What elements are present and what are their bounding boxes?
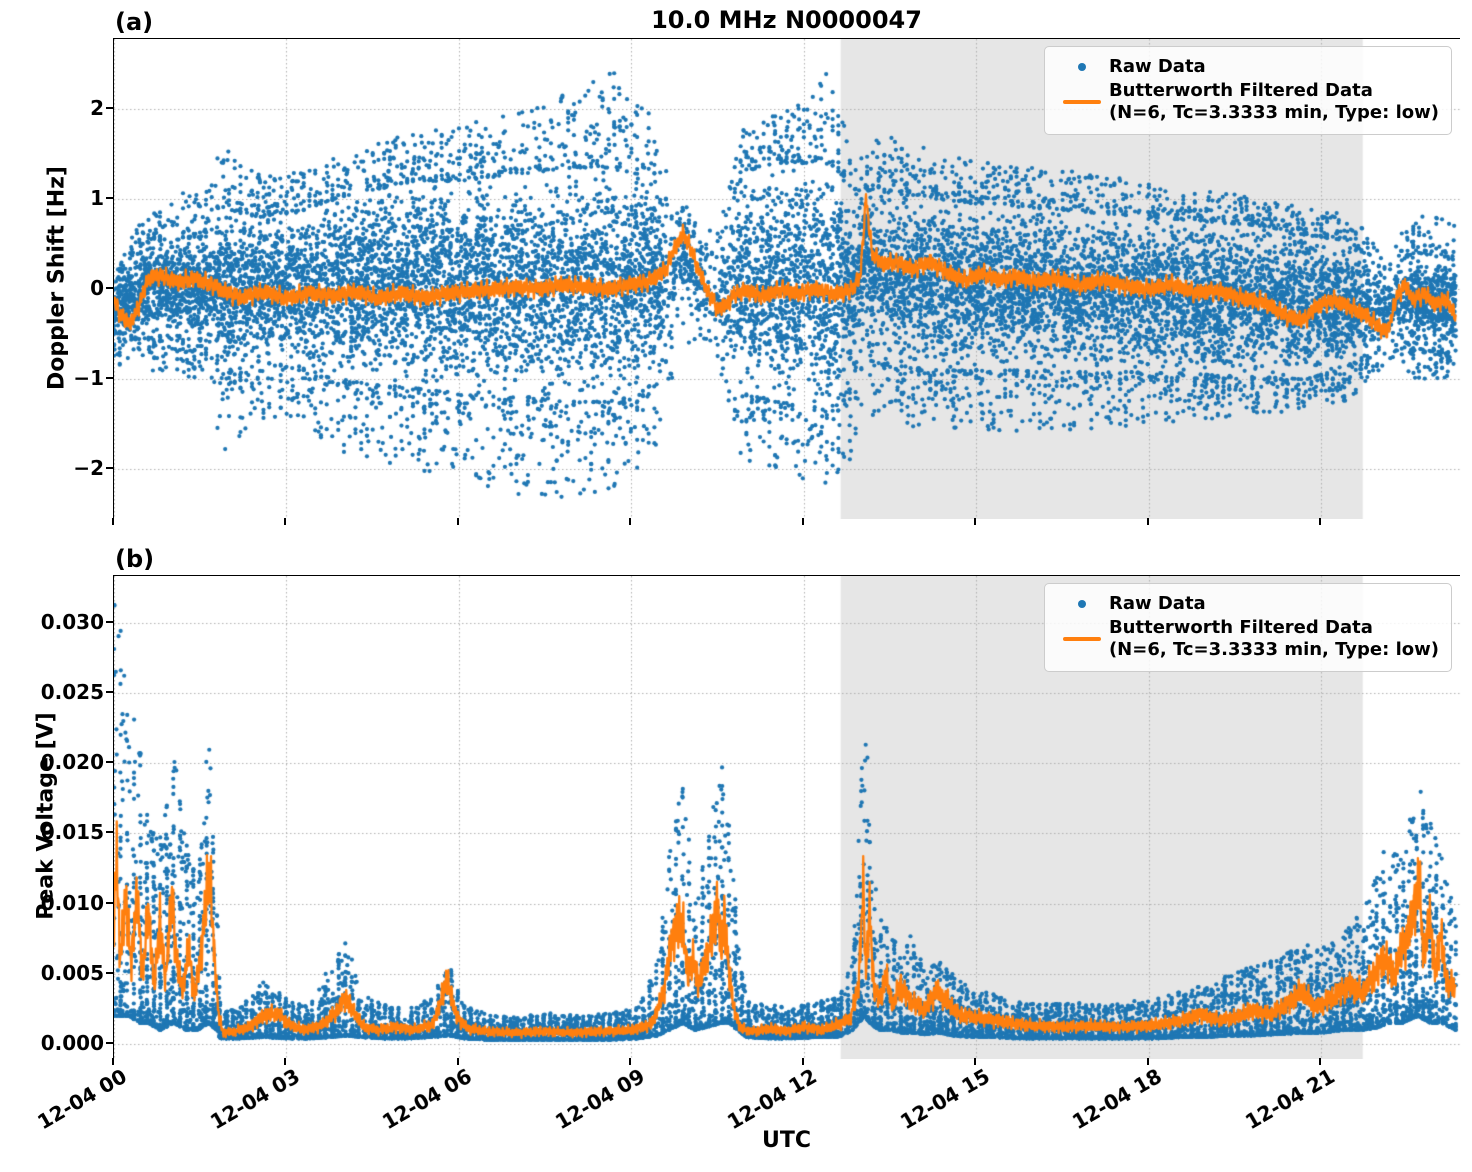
y-tick-mark: [106, 107, 113, 110]
x-tick-label: 12-04 12: [723, 1064, 821, 1135]
y-tick-label: 0.025: [40, 679, 104, 704]
legend-entry-filtered: Butterworth Filtered Data (N=6, Tc=3.333…: [1055, 617, 1439, 661]
x-tick-mark: [801, 518, 804, 525]
panel-a-plot-area: Raw Data Butterworth Filtered Data (N=6,…: [113, 38, 1461, 519]
legend-raw-label: Raw Data: [1108, 593, 1206, 614]
y-tick-label: 0.000: [40, 1030, 104, 1055]
y-tick-label: 0.005: [40, 960, 104, 985]
legend-filtered-label-line1: Butterworth Filtered Data: [1108, 616, 1373, 638]
y-tick-mark: [106, 971, 113, 974]
x-tick-label: 12-04 06: [378, 1064, 476, 1135]
x-tick-mark: [112, 518, 114, 525]
x-tick-mark: [801, 1058, 804, 1065]
x-tick-mark: [1319, 1058, 1322, 1065]
legend-entry-raw: Raw Data: [1055, 593, 1439, 615]
y-tick-label: 1: [90, 186, 104, 211]
legend-filtered-label-line2: (N=6, Tc=3.3333 min, Type: low): [1108, 101, 1439, 123]
x-tick-mark: [629, 1058, 632, 1065]
x-tick-mark: [1146, 518, 1149, 525]
y-tick-mark: [106, 620, 113, 623]
y-tick-mark: [106, 761, 113, 764]
y-tick-label: 2: [90, 96, 104, 121]
x-tick-label: 12-04 00: [33, 1064, 131, 1135]
y-tick-label: 0.030: [40, 609, 104, 634]
panel-a-letter: (a): [115, 8, 154, 36]
raw-data-dot-marker: [1055, 599, 1109, 608]
x-tick-label: 12-04 15: [895, 1064, 994, 1135]
y-tick-mark: [106, 287, 113, 290]
x-tick-mark: [1319, 518, 1322, 525]
panel-a-legend: Raw Data Butterworth Filtered Data (N=6,…: [1043, 46, 1452, 135]
y-tick-mark: [106, 901, 113, 904]
legend-entry-raw: Raw Data: [1055, 56, 1439, 78]
x-tick-mark: [456, 518, 459, 525]
raw-data-dot-marker: [1055, 62, 1109, 71]
panel-b-plot-area: Raw Data Butterworth Filtered Data (N=6,…: [113, 575, 1461, 1059]
panel-b-y-axis-label: Peak Voltage [V]: [33, 712, 59, 920]
y-tick-label: 0.020: [40, 750, 104, 775]
filtered-line-marker: [1055, 100, 1109, 104]
y-tick-label: 0.010: [40, 890, 104, 915]
x-tick-label: 12-04 21: [1240, 1064, 1339, 1135]
y-tick-mark: [106, 690, 113, 693]
x-tick-label: 12-04 09: [550, 1064, 649, 1135]
x-tick-mark: [974, 1058, 977, 1065]
x-axis-label: UTC: [761, 1128, 812, 1153]
legend-filtered-label-line2: (N=6, Tc=3.3333 min, Type: low): [1108, 638, 1439, 660]
legend-entry-filtered: Butterworth Filtered Data (N=6, Tc=3.333…: [1055, 80, 1439, 124]
x-tick-mark: [284, 518, 287, 525]
y-tick-mark: [106, 467, 113, 470]
y-tick-label: 0: [90, 276, 104, 301]
x-tick-mark: [974, 518, 977, 525]
y-tick-label: 0.015: [40, 820, 104, 845]
panel-b-legend: Raw Data Butterworth Filtered Data (N=6,…: [1043, 583, 1452, 672]
panel-b-letter: (b): [115, 545, 155, 573]
x-tick-label: 12-04 03: [205, 1064, 304, 1135]
y-tick-label: −2: [73, 456, 104, 481]
x-tick-mark: [112, 1058, 114, 1065]
x-tick-mark: [1146, 1058, 1149, 1065]
filtered-line-marker: [1055, 637, 1109, 641]
legend-raw-label: Raw Data: [1108, 56, 1206, 77]
x-tick-label: 12-04 18: [1068, 1064, 1166, 1135]
x-tick-mark: [284, 1058, 287, 1065]
y-tick-mark: [106, 377, 113, 380]
y-tick-label: −1: [73, 366, 104, 391]
x-tick-mark: [629, 518, 632, 525]
y-tick-mark: [106, 831, 113, 834]
legend-filtered-label-line1: Butterworth Filtered Data: [1108, 79, 1373, 101]
y-tick-mark: [106, 1041, 113, 1044]
x-tick-mark: [456, 1058, 459, 1065]
figure-title: 10.0 MHz N0000047: [651, 6, 922, 34]
y-tick-mark: [106, 197, 113, 200]
